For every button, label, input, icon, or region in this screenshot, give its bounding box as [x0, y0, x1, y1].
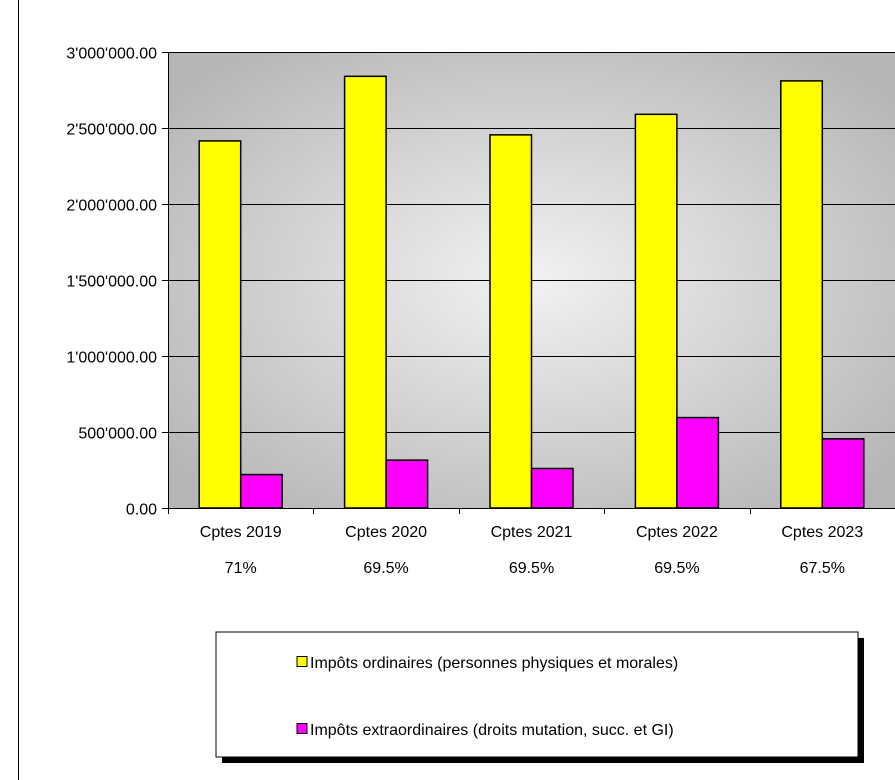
x-tick-label: Cptes 2021	[491, 524, 573, 541]
x-tick-label: Cptes 2023	[781, 524, 863, 541]
x-tick-sublabel: 67.5%	[800, 560, 845, 577]
bar	[530, 467, 574, 509]
x-tick-label: Cptes 2019	[200, 524, 282, 541]
bar	[780, 80, 824, 509]
y-tick-label: 2'000'000.00	[66, 198, 157, 215]
bar	[239, 473, 283, 509]
legend-label: Impôts ordinaires (personnes physiques e…	[310, 655, 678, 672]
legend-swatch	[296, 723, 308, 734]
bar	[343, 75, 387, 509]
y-tick-label: 500'000.00	[78, 426, 157, 443]
y-tick-label: 1'000'000.00	[66, 350, 157, 367]
bar	[385, 459, 429, 509]
y-tick-label: 3'000'000.00	[66, 46, 157, 63]
y-tick-label: 1'500'000.00	[66, 274, 157, 291]
x-tick-label: Cptes 2020	[345, 524, 427, 541]
legend-swatch	[296, 656, 308, 667]
bar	[198, 140, 242, 509]
x-tick-sublabel: 71%	[225, 560, 257, 577]
axes	[162, 52, 895, 514]
bar	[489, 134, 533, 509]
bar	[821, 438, 865, 509]
x-tick-sublabel: 69.5%	[654, 560, 699, 577]
legend: Impôts ordinaires (personnes physiques e…	[215, 631, 864, 763]
bar	[634, 113, 678, 509]
y-tick-label: 0.00	[126, 502, 157, 519]
y-axis-ticks: 0.00 500'000.00 1'000'000.00 1'500'000.00 2'…	[66, 46, 168, 519]
x-axis-labels: Cptes 2019 71% Cptes 2020 69.5% Cptes 2021 69…	[200, 524, 864, 577]
bar	[676, 416, 720, 509]
x-tick-sublabel: 69.5%	[509, 560, 554, 577]
y-tick-label: 2'500'000.00	[66, 122, 157, 139]
x-tick-sublabel: 69.5%	[363, 560, 408, 577]
legend-box	[215, 631, 859, 758]
x-tick-label: Cptes 2022	[636, 524, 718, 541]
legend-label: Impôts extraordinaires (droits mutation,…	[310, 722, 674, 739]
